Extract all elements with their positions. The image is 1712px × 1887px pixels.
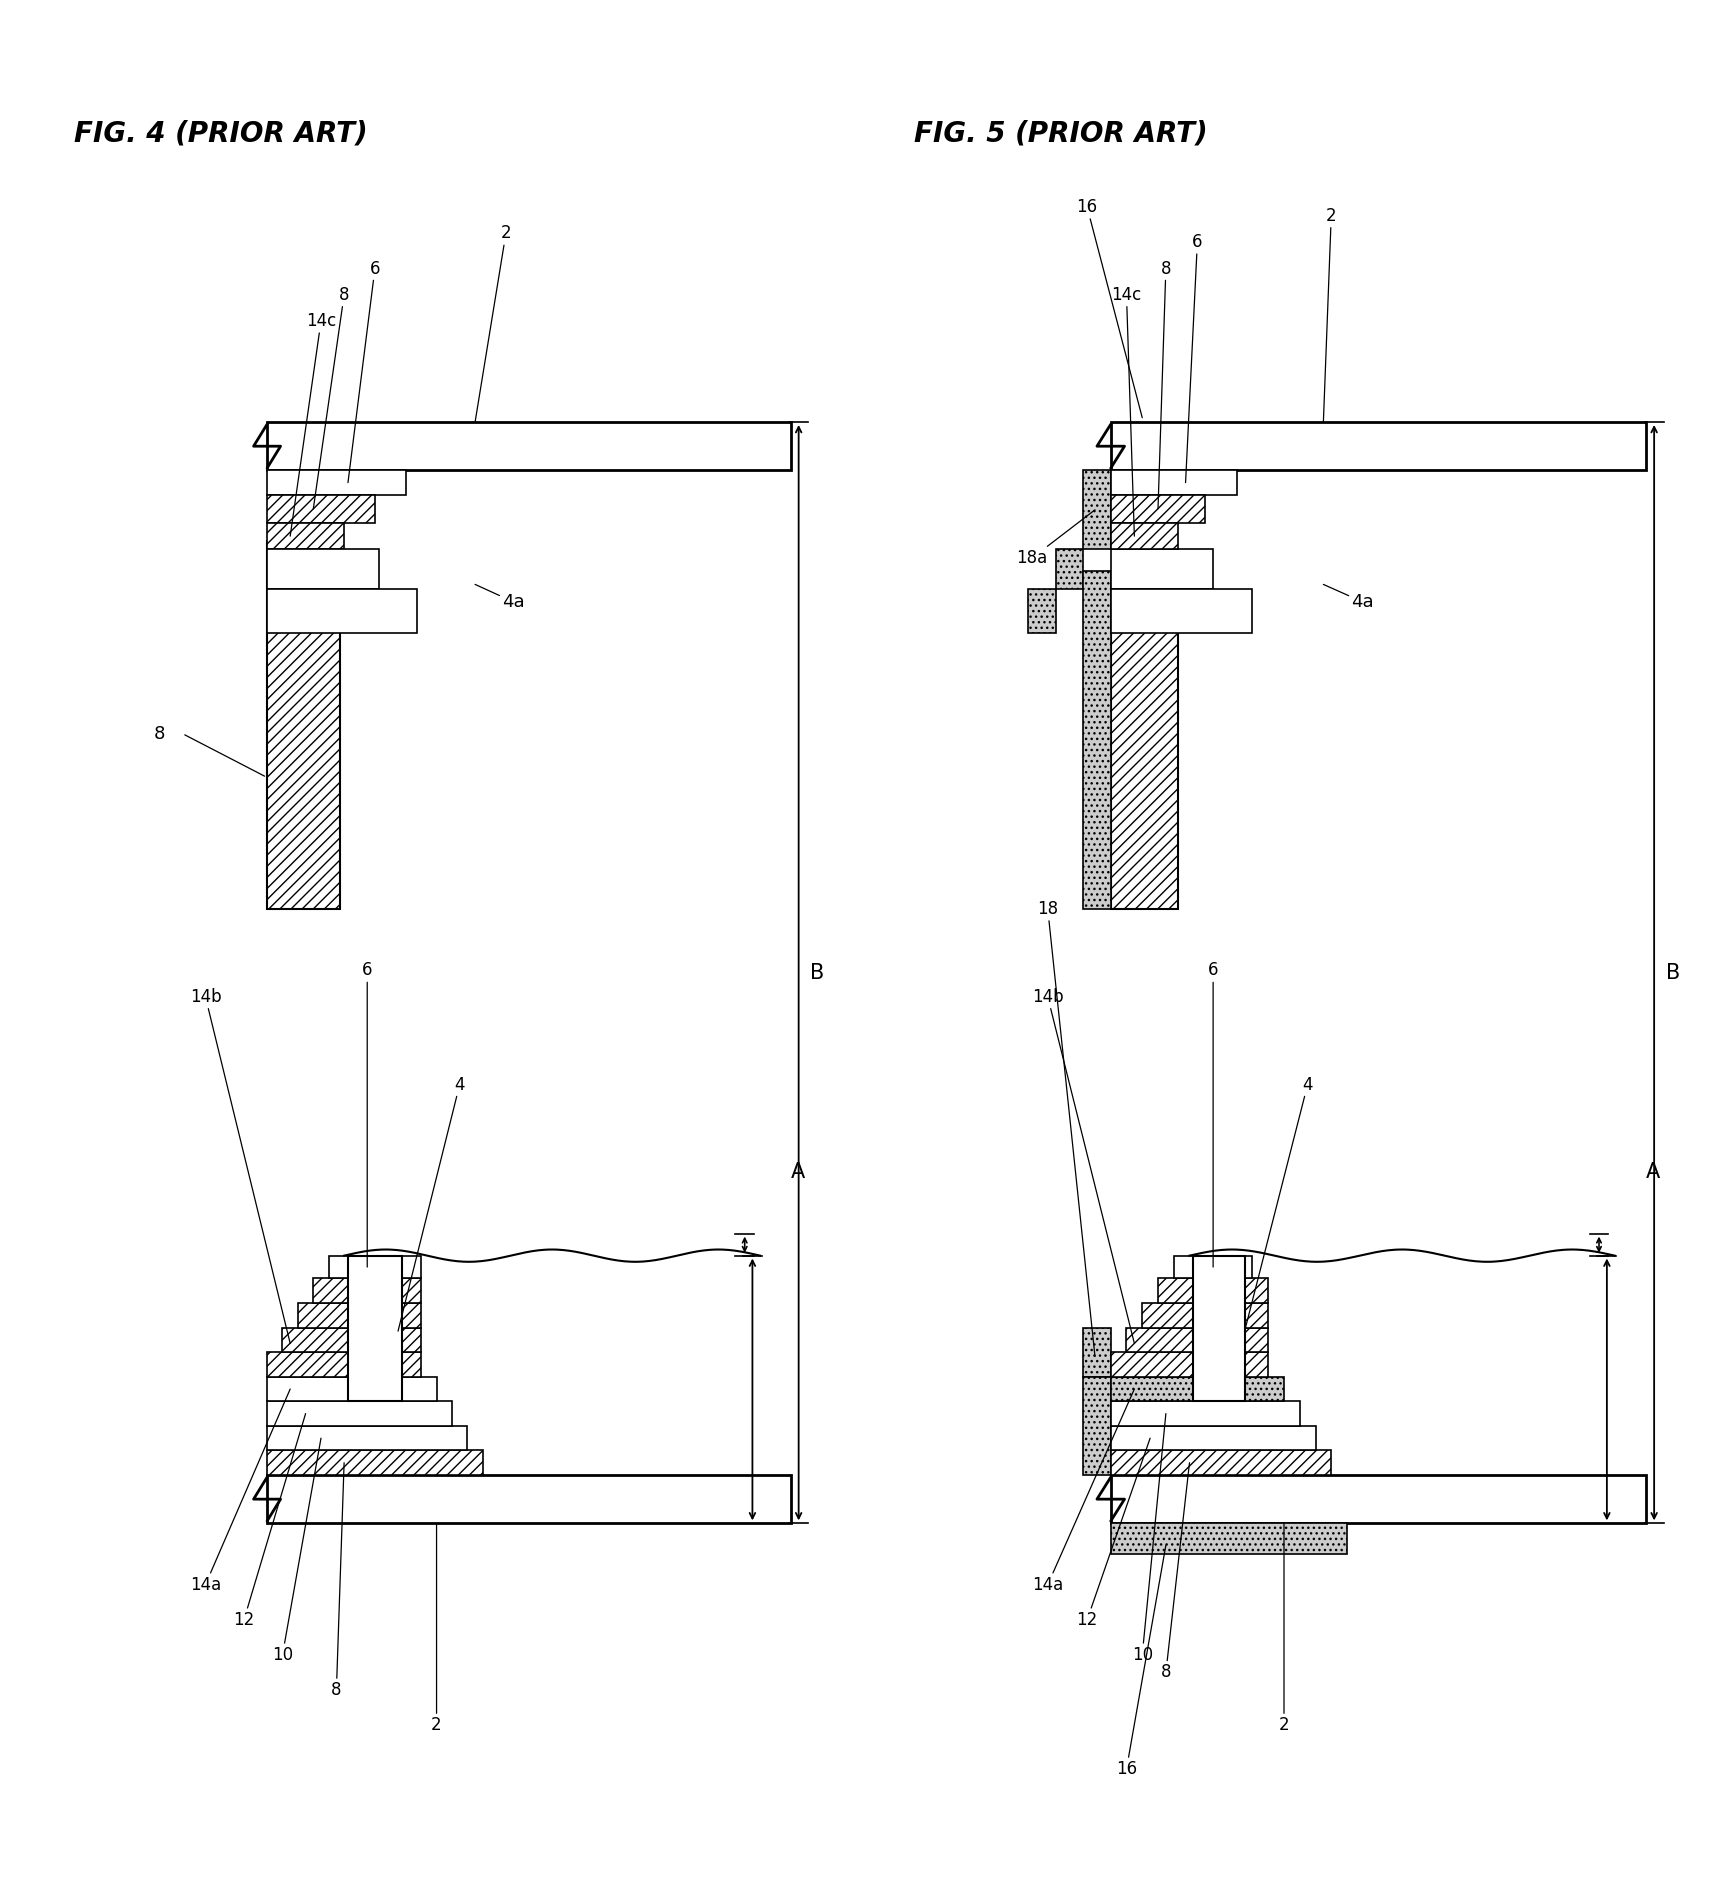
Bar <box>267 523 344 549</box>
Bar <box>1111 1427 1315 1451</box>
Text: 6: 6 <box>348 260 380 483</box>
Text: 6: 6 <box>1209 962 1219 1266</box>
Text: 4: 4 <box>397 1076 466 1330</box>
Text: 18a: 18a <box>1017 509 1096 568</box>
Bar <box>282 1328 421 1353</box>
Bar <box>1084 1328 1111 1378</box>
Bar <box>1157 1279 1269 1304</box>
Text: 12: 12 <box>1077 1438 1150 1628</box>
Text: 14b: 14b <box>1032 987 1135 1344</box>
Text: 12: 12 <box>233 1413 305 1628</box>
Text: FIG. 4 (PRIOR ART): FIG. 4 (PRIOR ART) <box>75 119 368 147</box>
Bar <box>298 1304 421 1328</box>
Bar <box>267 470 406 494</box>
Text: 10: 10 <box>272 1438 322 1664</box>
Bar <box>267 549 378 589</box>
Text: 14a: 14a <box>1032 1389 1135 1595</box>
Bar <box>267 589 418 632</box>
Text: 16: 16 <box>1077 198 1142 417</box>
Bar <box>1084 1378 1111 1476</box>
Bar <box>1111 1402 1299 1427</box>
Text: FIG. 5 (PRIOR ART): FIG. 5 (PRIOR ART) <box>914 119 1207 147</box>
Bar <box>1111 549 1214 589</box>
Text: 14c: 14c <box>291 311 336 536</box>
Text: 6: 6 <box>361 962 373 1266</box>
Text: A: A <box>1647 1162 1661 1183</box>
Bar <box>1111 589 1253 632</box>
Bar <box>329 1255 421 1279</box>
Text: 18: 18 <box>1037 900 1096 1357</box>
Bar <box>267 1402 452 1427</box>
Text: 14a: 14a <box>190 1389 291 1595</box>
Bar <box>267 1476 791 1523</box>
Text: 16: 16 <box>1116 1545 1166 1778</box>
Text: B: B <box>1666 962 1679 983</box>
Bar <box>1111 1476 1647 1523</box>
Bar <box>267 1451 483 1476</box>
Text: 14c: 14c <box>1111 285 1142 536</box>
Bar <box>313 1279 421 1304</box>
Bar <box>1084 572 1111 910</box>
Text: 2: 2 <box>431 1523 442 1734</box>
Text: 2: 2 <box>1279 1523 1289 1734</box>
Bar <box>1111 423 1647 470</box>
Bar <box>1111 572 1178 910</box>
Bar <box>1084 470 1111 549</box>
Bar <box>1111 1451 1332 1476</box>
Text: 2: 2 <box>1323 208 1337 423</box>
Text: B: B <box>810 962 825 983</box>
Bar <box>1174 1255 1253 1279</box>
Bar <box>1193 1255 1245 1402</box>
Bar <box>267 1353 421 1378</box>
Text: 8: 8 <box>330 1462 344 1698</box>
Bar <box>267 494 375 523</box>
Bar <box>1126 1328 1269 1353</box>
Text: 8: 8 <box>313 285 349 509</box>
Text: 4: 4 <box>1245 1076 1313 1330</box>
Text: 10: 10 <box>1132 1413 1166 1664</box>
Text: 4a: 4a <box>1323 585 1375 611</box>
Bar <box>267 1427 467 1451</box>
Bar <box>1111 1523 1347 1555</box>
Bar <box>1111 523 1178 549</box>
Bar <box>267 423 791 470</box>
Bar <box>1056 549 1084 589</box>
Bar <box>1111 1378 1284 1402</box>
Bar <box>1111 1353 1269 1378</box>
Bar <box>267 1378 437 1402</box>
Text: 14b: 14b <box>190 987 291 1344</box>
Bar <box>267 540 341 910</box>
Bar <box>348 1255 402 1402</box>
Text: 2: 2 <box>476 225 512 423</box>
Text: 8: 8 <box>1161 1462 1190 1681</box>
Text: A: A <box>791 1162 805 1183</box>
Text: 8: 8 <box>154 725 164 743</box>
Text: 8: 8 <box>1157 260 1171 509</box>
Bar <box>1111 494 1205 523</box>
Text: 4a: 4a <box>476 585 526 611</box>
Bar <box>1027 589 1056 632</box>
Text: 6: 6 <box>1185 234 1202 483</box>
Bar <box>1111 470 1236 494</box>
Bar <box>1142 1304 1269 1328</box>
